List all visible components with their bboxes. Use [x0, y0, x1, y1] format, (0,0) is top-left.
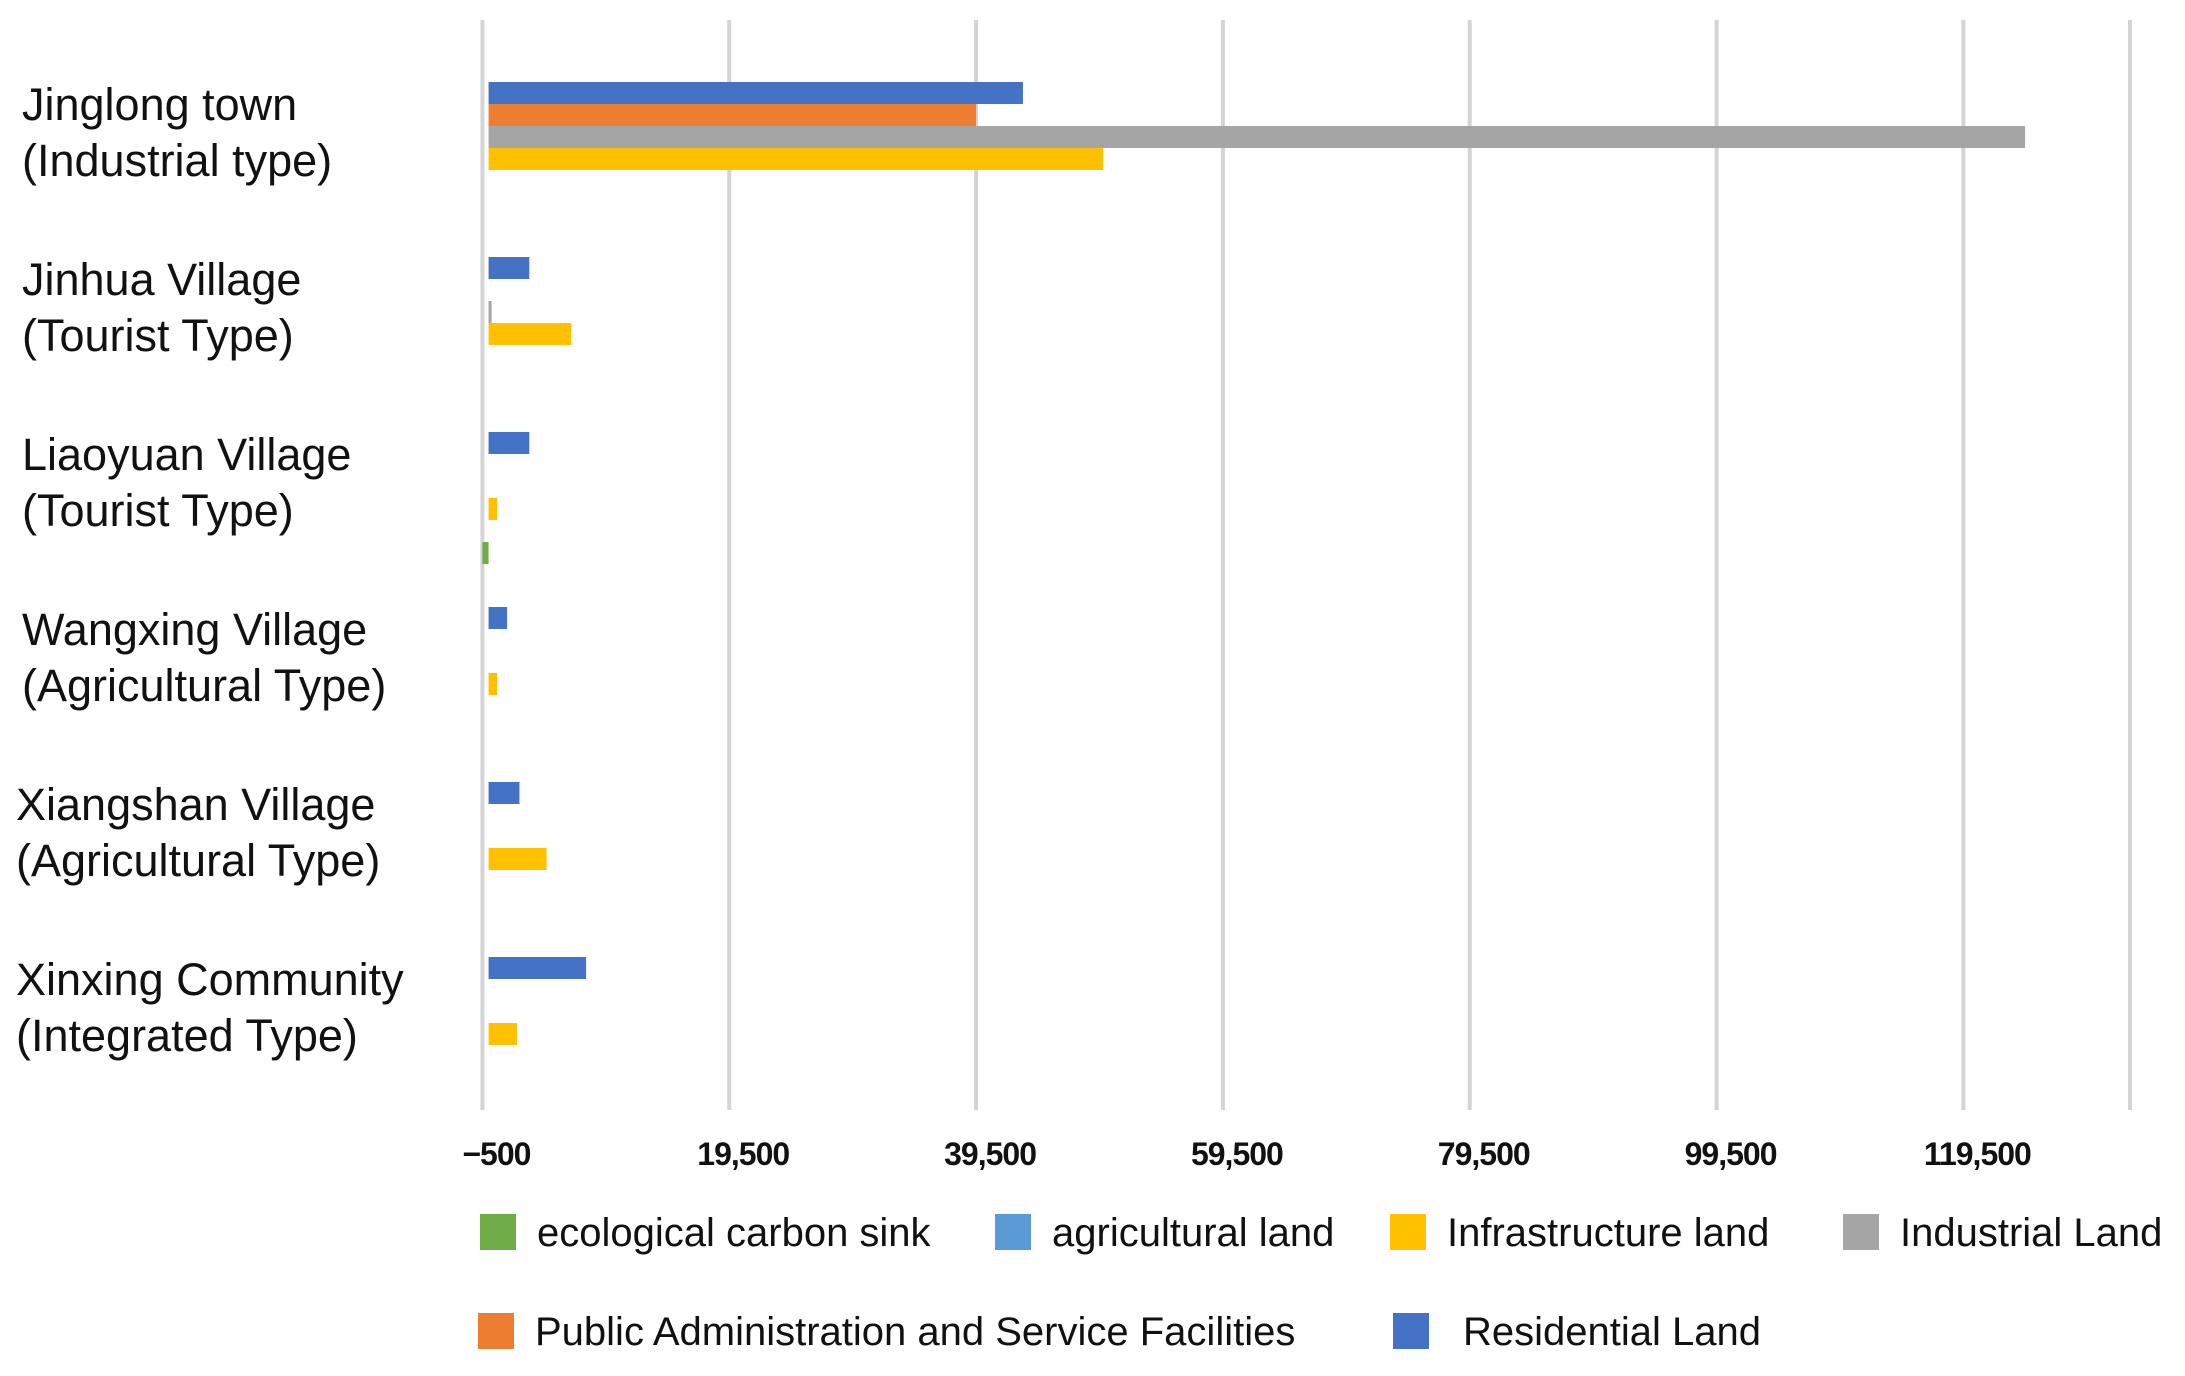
x-tick-label: 119,500 [1924, 1136, 2031, 1172]
legend-swatch [1393, 1313, 1429, 1349]
legend-label: Infrastructure land [1447, 1211, 1769, 1255]
bar-industrial-land-0 [488, 126, 2026, 148]
category-label-line1: Jinglong town [22, 79, 297, 130]
bar-infrastructure-land-1 [488, 323, 572, 345]
category-label-line1: Xiangshan Village [16, 779, 375, 830]
legend-label: ecological carbon sink [537, 1211, 932, 1255]
bar-residential-land-1 [488, 257, 530, 279]
bar-residential-land-0 [488, 82, 1023, 104]
bar-infrastructure-land-4 [488, 848, 547, 870]
legend-label: Residential Land [1463, 1310, 1761, 1354]
category-labels: Jinglong town(Industrial type) Jinhua Vil… [16, 79, 460, 1080]
category-label-line1: Jinhua Village [22, 254, 301, 305]
label-clip-mask [418, 960, 460, 1080]
category-label-line1: Liaoyuan Village [22, 429, 351, 480]
bar-ecological-carbon-sink-2 [482, 542, 489, 564]
legend: ecological carbon sink agricultural land I… [478, 1211, 2162, 1354]
x-axis-tick-labels: −500 19,500 39,500 59,500 79,500 99,500 119,50… [462, 1136, 2032, 1172]
legend-label: Public Administration and Service Facili… [535, 1310, 1295, 1354]
x-tick-label: 99,500 [1685, 1136, 1777, 1172]
x-tick-label: 39,500 [944, 1136, 1036, 1172]
bar-residential-land-2 [488, 432, 530, 454]
bar-infrastructure-land-3 [488, 673, 498, 695]
legend-label: agricultural land [1052, 1211, 1334, 1255]
bar-series [482, 82, 2026, 1045]
bar-infrastructure-land-0 [488, 148, 1104, 170]
bar-residential-land-4 [488, 782, 520, 804]
x-tick-label: −500 [462, 1136, 530, 1172]
legend-swatch [995, 1214, 1031, 1250]
category-label-line2: (Agricultural Type) [16, 835, 380, 886]
category-label-line2: (Tourist Type) [22, 485, 294, 536]
bar-infrastructure-land-2 [488, 498, 498, 520]
bar-residential-land-3 [488, 607, 508, 629]
category-label-line1: Wangxing Village [22, 604, 367, 655]
legend-swatch [480, 1214, 516, 1250]
legend-label: Industrial Land [1900, 1211, 2162, 1255]
x-tick-label: 19,500 [697, 1136, 789, 1172]
gridlines [480, 20, 2132, 1110]
bar-public-administration-and-service-facilities-0 [488, 104, 977, 126]
x-tick-label: 79,500 [1438, 1136, 1530, 1172]
bar-infrastructure-land-5 [488, 1023, 517, 1045]
legend-swatch [1390, 1214, 1426, 1250]
bar-industrial-land-1 [488, 301, 492, 323]
category-label-line2: (Tourist Type) [22, 310, 294, 361]
bar-residential-land-5 [488, 957, 587, 979]
legend-swatch [1843, 1214, 1879, 1250]
category-label-line2: (Integrated Type) [16, 1010, 358, 1061]
category-label-line2: (Agricultural Type) [22, 660, 386, 711]
x-tick-label: 59,500 [1191, 1136, 1283, 1172]
legend-swatch [478, 1313, 514, 1349]
category-label-line2: (Industrial type) [22, 135, 332, 186]
category-label-line1: Xinxing Community [16, 954, 404, 1005]
